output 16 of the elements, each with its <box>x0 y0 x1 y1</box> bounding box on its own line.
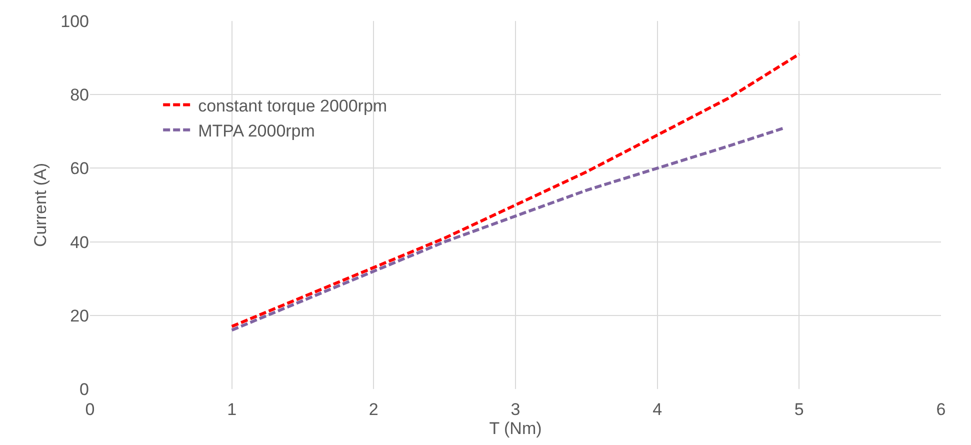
legend-label: MTPA 2000rpm <box>198 122 315 141</box>
x-tick-label: 5 <box>794 400 804 419</box>
x-tick-label: 4 <box>652 400 662 419</box>
y-tick-label: 80 <box>70 86 89 105</box>
x-tick-label: 1 <box>227 400 237 419</box>
y-tick-label: 0 <box>80 380 89 399</box>
y-tick-label: 100 <box>60 12 89 31</box>
legend-label: constant torque 2000rpm <box>198 96 388 116</box>
x-tick-label: 2 <box>368 400 378 419</box>
x-tick-label: 6 <box>936 400 946 419</box>
x-tick-label: 3 <box>510 400 520 419</box>
y-axis-title: Current (A) <box>31 162 50 248</box>
y-tick-label: 60 <box>70 159 89 178</box>
y-tick-label: 40 <box>70 232 89 252</box>
x-axis-title: T (Nm) <box>489 419 542 438</box>
y-tick-label: 20 <box>70 306 89 326</box>
